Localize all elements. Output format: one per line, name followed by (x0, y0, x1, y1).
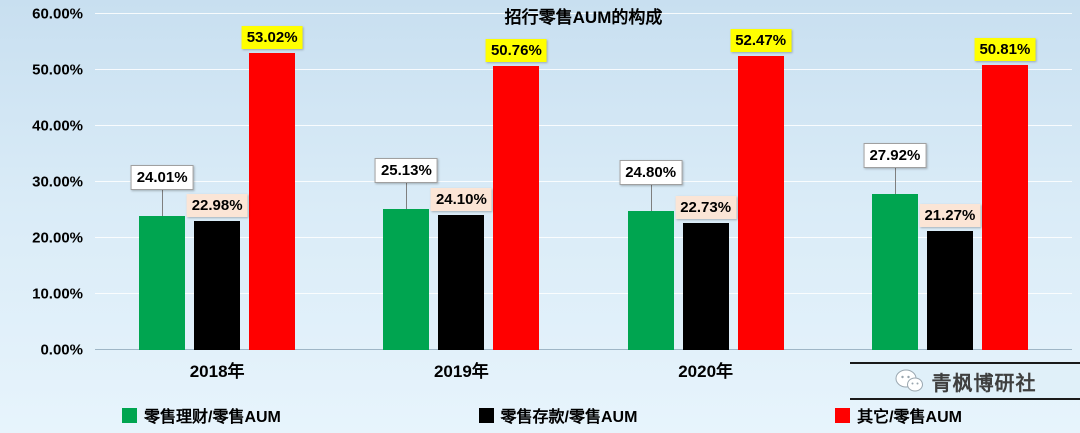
data-label: 24.01% (130, 164, 194, 190)
bar-group: 24.01% 22.98% 53.02% (95, 14, 339, 350)
bar: 52.47% (730, 29, 792, 350)
label-leader-line (894, 167, 896, 194)
y-tick-label: 50.00% (32, 61, 83, 79)
bar: 25.13% (374, 158, 438, 350)
plot-area: 0.00% 10.00% 20.00% 30.00% 40.00% 50.00% 60.00… (32, 6, 1072, 381)
bar: 24.80% (619, 160, 683, 350)
bar: 21.27% (919, 203, 981, 350)
legend-item: 零售理财/零售AUM (122, 403, 281, 427)
gridline (95, 13, 1072, 14)
gridline (95, 237, 1072, 238)
legend-item: 其它/零售AUM (835, 403, 962, 427)
data-label: 27.92% (863, 142, 927, 168)
y-tick-label: 20.00% (32, 229, 83, 247)
gridline (95, 181, 1072, 182)
bar-group: 24.80% 22.73% 52.47% (584, 14, 828, 350)
data-label: 50.81% (974, 38, 1036, 62)
legend: 零售理财/零售AUM 零售存款/零售AUM 其它/零售AUM (122, 403, 962, 427)
bar: 22.73% (675, 195, 737, 350)
data-label: 21.27% (919, 203, 981, 227)
bar-group: 25.13% 24.10% 50.76% (339, 14, 583, 350)
bar: 24.10% (430, 188, 492, 350)
x-tick-label: 2018年 (189, 362, 245, 381)
x-axis-line (95, 349, 1072, 350)
data-label: 22.73% (675, 195, 737, 219)
data-label: 50.76% (485, 38, 547, 62)
label-leader-line (406, 183, 408, 210)
y-tick-label: 10.00% (32, 285, 83, 303)
bar-group: 27.92% 21.27% 50.81% (828, 14, 1072, 350)
bar: 50.81% (974, 38, 1036, 350)
legend-swatch (478, 407, 494, 423)
gridline (95, 293, 1072, 294)
bar: 50.76% (485, 38, 547, 350)
x-tick-label: 2019年 (433, 362, 489, 381)
x-tick-label: 2020年 (678, 362, 734, 381)
gridline (95, 125, 1072, 126)
legend-item: 零售存款/零售AUM (478, 403, 638, 427)
bar: 24.01% (130, 164, 194, 350)
data-label: 25.13% (374, 158, 438, 184)
bar: 53.02% (241, 26, 303, 350)
legend-swatch (122, 407, 137, 423)
watermark: 青枫博研社 (850, 362, 1080, 400)
wechat-icon (895, 369, 923, 392)
y-tick-label: 60.00% (32, 5, 83, 23)
bar: 22.98% (186, 194, 248, 350)
data-label: 22.98% (186, 194, 248, 218)
legend-label: 零售存款/零售AUM (500, 409, 638, 426)
watermark-text: 青枫博研社 (931, 372, 1037, 395)
y-tick-label: 0.00% (40, 341, 83, 359)
data-label: 53.02% (241, 26, 303, 50)
label-leader-line (650, 185, 652, 212)
label-leader-line (162, 189, 164, 216)
legend-label: 零售理财/零售AUM (144, 409, 281, 426)
bar-groups: 24.01% 22.98% 53.02% 25.13% 24.10% 50.76% 24.8… (95, 14, 1072, 350)
y-tick-label: 40.00% (32, 117, 83, 135)
data-label: 24.10% (430, 188, 492, 212)
legend-label: 其它/零售AUM (857, 409, 962, 426)
gridline (95, 69, 1072, 70)
data-label: 24.80% (619, 160, 683, 186)
legend-swatch (835, 407, 851, 423)
y-tick-label: 30.00% (32, 173, 83, 191)
bar: 27.92% (863, 142, 927, 350)
chart-title: 招行零售AUM的构成 (504, 8, 663, 27)
data-label: 52.47% (730, 29, 792, 53)
